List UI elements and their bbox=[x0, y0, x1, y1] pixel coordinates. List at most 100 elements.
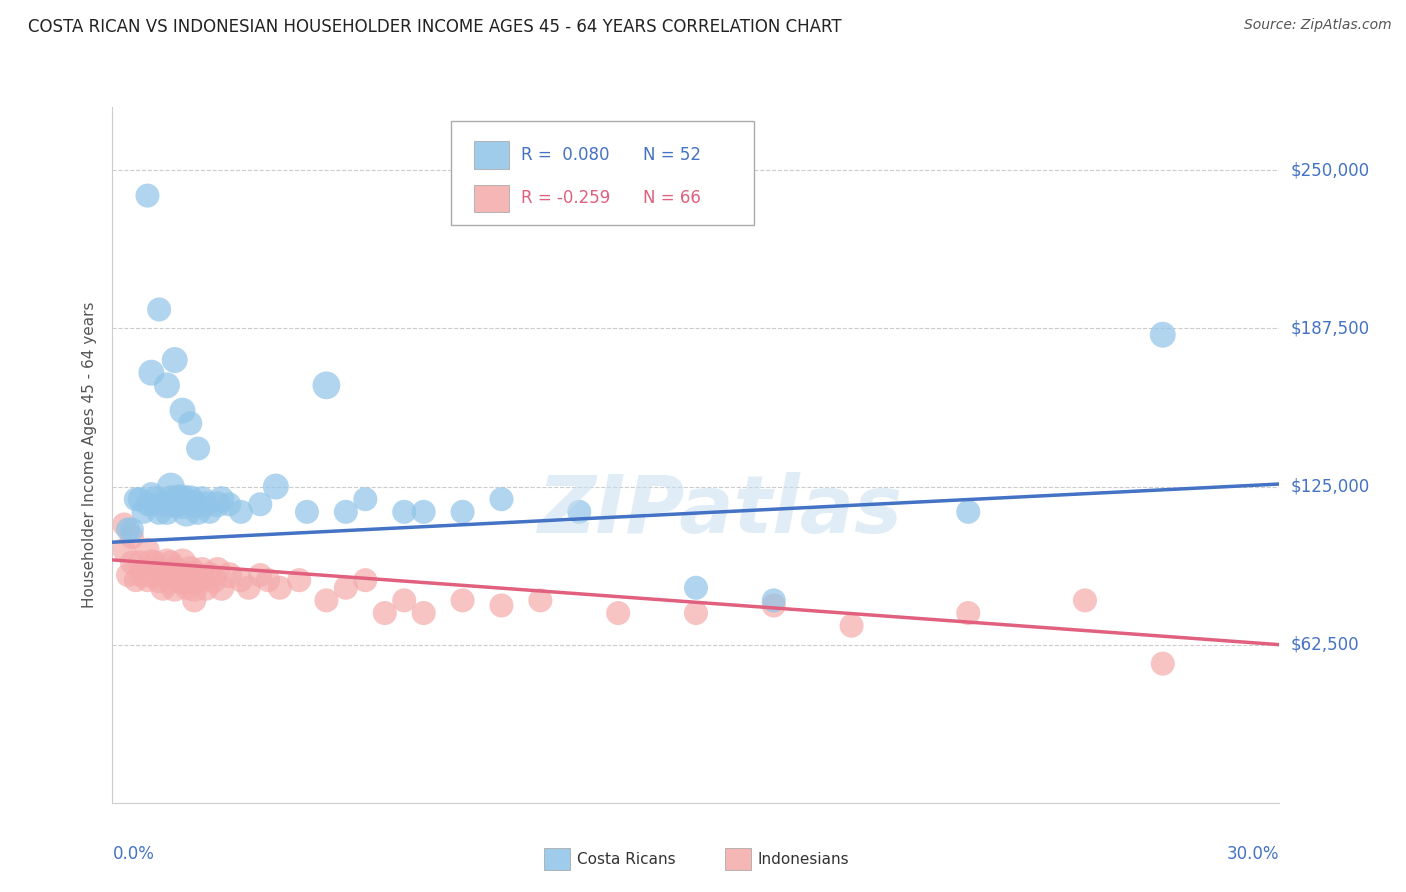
Point bbox=[315, 378, 337, 392]
Point bbox=[163, 353, 186, 368]
Point bbox=[136, 542, 159, 557]
Point bbox=[121, 523, 143, 537]
Point bbox=[117, 523, 139, 537]
Point bbox=[451, 505, 474, 519]
Point bbox=[136, 573, 159, 587]
Point bbox=[762, 599, 785, 613]
Point bbox=[141, 366, 163, 380]
Point bbox=[183, 497, 205, 511]
Point bbox=[392, 593, 416, 607]
Point bbox=[218, 568, 240, 582]
Point bbox=[121, 530, 143, 544]
Point bbox=[141, 556, 163, 570]
Point bbox=[128, 492, 150, 507]
Point bbox=[288, 573, 311, 587]
Point bbox=[143, 492, 166, 507]
Point bbox=[160, 556, 183, 570]
Text: $125,000: $125,000 bbox=[1291, 477, 1369, 496]
Text: Source: ZipAtlas.com: Source: ZipAtlas.com bbox=[1244, 18, 1392, 32]
Point bbox=[148, 573, 170, 587]
Y-axis label: Householder Income Ages 45 - 64 years: Householder Income Ages 45 - 64 years bbox=[82, 301, 97, 608]
Point bbox=[128, 568, 150, 582]
Point bbox=[335, 581, 357, 595]
Point bbox=[112, 517, 135, 532]
Text: N = 52: N = 52 bbox=[644, 146, 702, 164]
Point bbox=[163, 563, 186, 577]
Point bbox=[156, 505, 179, 519]
Point bbox=[451, 593, 474, 607]
Point bbox=[172, 492, 194, 507]
Point bbox=[209, 492, 232, 507]
Point bbox=[187, 505, 209, 519]
Point bbox=[607, 606, 630, 620]
Point bbox=[160, 573, 183, 587]
Point bbox=[957, 505, 980, 519]
Point bbox=[1152, 657, 1174, 671]
Point bbox=[163, 497, 186, 511]
FancyBboxPatch shape bbox=[544, 848, 569, 871]
Point bbox=[229, 505, 252, 519]
Text: $62,500: $62,500 bbox=[1291, 636, 1360, 654]
Point bbox=[172, 573, 194, 587]
Point bbox=[269, 581, 291, 595]
Point bbox=[412, 606, 434, 620]
Point bbox=[685, 581, 707, 595]
Point bbox=[207, 497, 229, 511]
Point bbox=[167, 573, 190, 587]
Point bbox=[176, 581, 198, 595]
Point bbox=[179, 573, 201, 587]
Point bbox=[143, 563, 166, 577]
FancyBboxPatch shape bbox=[725, 848, 751, 871]
Point bbox=[529, 593, 551, 607]
Point bbox=[163, 581, 186, 595]
Point bbox=[491, 599, 513, 613]
Point bbox=[176, 568, 198, 582]
Point bbox=[141, 487, 163, 501]
Point bbox=[412, 505, 434, 519]
Point bbox=[152, 497, 174, 511]
Point bbox=[143, 556, 166, 570]
Text: R =  0.080: R = 0.080 bbox=[520, 146, 609, 164]
Point bbox=[172, 497, 194, 511]
Point bbox=[132, 505, 155, 519]
Text: $187,500: $187,500 bbox=[1291, 319, 1369, 337]
Point bbox=[354, 492, 377, 507]
Point bbox=[207, 563, 229, 577]
Point bbox=[176, 505, 198, 519]
Text: R = -0.259: R = -0.259 bbox=[520, 189, 610, 208]
Point bbox=[112, 542, 135, 557]
Point bbox=[117, 568, 139, 582]
Point bbox=[160, 479, 183, 493]
Point bbox=[198, 505, 221, 519]
Point bbox=[354, 573, 377, 587]
Point bbox=[295, 505, 318, 519]
Point bbox=[1074, 593, 1097, 607]
Point bbox=[249, 568, 271, 582]
Point bbox=[187, 573, 209, 587]
Point bbox=[121, 556, 143, 570]
Point bbox=[249, 497, 271, 511]
Point bbox=[136, 188, 159, 202]
Point bbox=[136, 497, 159, 511]
Point bbox=[125, 573, 148, 587]
Point bbox=[194, 497, 217, 511]
Text: Indonesians: Indonesians bbox=[758, 852, 849, 867]
Point bbox=[183, 593, 205, 607]
Point bbox=[141, 568, 163, 582]
FancyBboxPatch shape bbox=[474, 185, 509, 212]
Point bbox=[229, 573, 252, 587]
Point bbox=[148, 302, 170, 317]
Point bbox=[198, 568, 221, 582]
Point bbox=[156, 378, 179, 392]
Text: COSTA RICAN VS INDONESIAN HOUSEHOLDER INCOME AGES 45 - 64 YEARS CORRELATION CHAR: COSTA RICAN VS INDONESIAN HOUSEHOLDER IN… bbox=[28, 18, 842, 36]
Text: Costa Ricans: Costa Ricans bbox=[576, 852, 675, 867]
Point bbox=[183, 581, 205, 595]
Text: $250,000: $250,000 bbox=[1291, 161, 1369, 179]
FancyBboxPatch shape bbox=[474, 141, 509, 169]
Point bbox=[957, 606, 980, 620]
Point bbox=[167, 492, 190, 507]
Point bbox=[374, 606, 396, 620]
Point bbox=[152, 568, 174, 582]
Point bbox=[264, 479, 287, 493]
Point bbox=[132, 563, 155, 577]
